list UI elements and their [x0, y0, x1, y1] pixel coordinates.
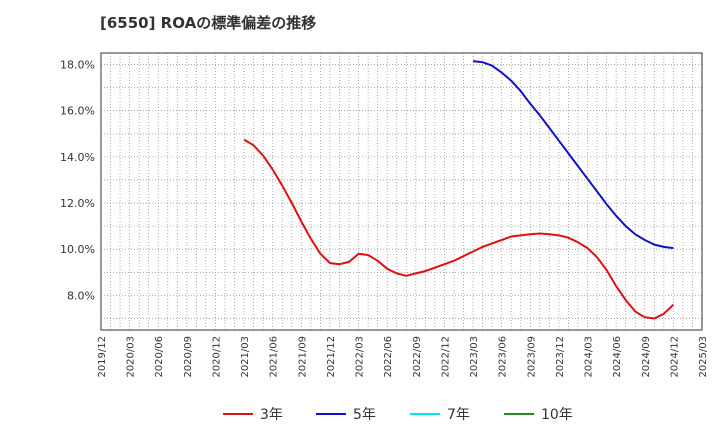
x-tick-label: 2023/12 [555, 336, 566, 378]
y-tick-label: 18.0% [60, 59, 95, 72]
x-tick-label: 2022/06 [383, 336, 394, 378]
series-line [472, 60, 674, 250]
legend-label: 10年 [541, 407, 573, 423]
legend-label: 3年 [260, 407, 283, 423]
series-line [243, 138, 675, 320]
x-tick-label: 2024/09 [641, 336, 652, 378]
x-tick-label: 2021/12 [326, 336, 337, 378]
x-tick-label: 2023/06 [498, 336, 509, 378]
x-tick-label: 2024/03 [584, 336, 595, 378]
x-tick-label: 2025/03 [698, 336, 709, 378]
y-tick-label: 12.0% [60, 197, 95, 210]
x-tick-label: 2024/12 [669, 336, 680, 378]
x-tick-label: 2021/03 [240, 336, 251, 378]
x-tick-label: 2022/03 [355, 336, 366, 378]
x-tick-label: 2024/06 [612, 336, 623, 378]
x-tick-label: 2021/06 [269, 336, 280, 378]
legend-label: 7年 [447, 407, 470, 423]
legend-label: 5年 [353, 407, 376, 423]
y-tick-label: 16.0% [60, 105, 95, 118]
y-tick-label: 10.0% [60, 243, 95, 256]
x-tick-label: 2023/09 [526, 336, 537, 378]
y-tick-label: 8.0% [67, 289, 95, 302]
x-tick-label: 2020/03 [126, 336, 137, 378]
plot-frame [100, 52, 703, 331]
x-tick-label: 2020/09 [183, 336, 194, 378]
chart-title: [6550] ROAの標準偏差の推移 [100, 14, 317, 32]
x-tick-label: 2023/03 [469, 336, 480, 378]
x-tick-label: 2021/09 [297, 336, 308, 378]
y-tick-label: 14.0% [60, 151, 95, 164]
x-tick-label: 2020/06 [154, 336, 165, 378]
plot-area [101, 53, 702, 330]
x-tick-label: 2022/09 [412, 336, 423, 378]
x-tick-label: 2019/12 [97, 336, 108, 378]
x-tick-label: 2022/12 [440, 336, 451, 378]
x-tick-label: 2020/12 [211, 336, 222, 378]
